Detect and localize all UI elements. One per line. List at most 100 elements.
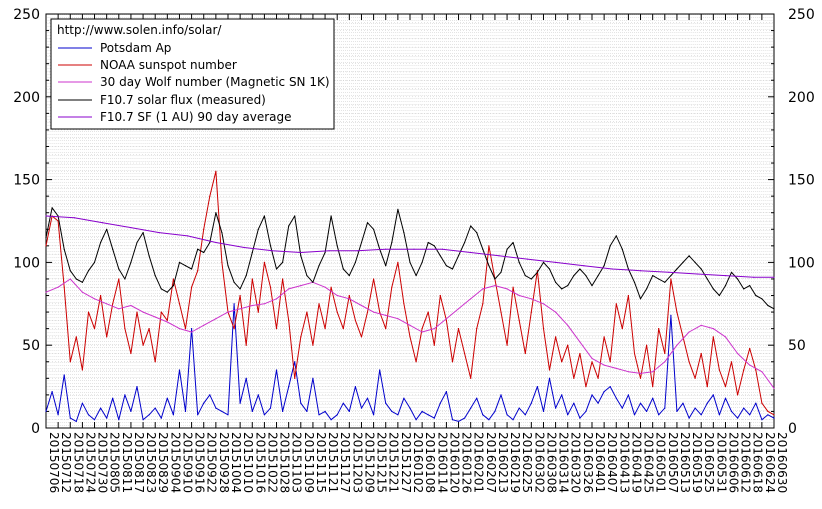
data-point-0 (621, 407, 623, 409)
data-point-2 (130, 304, 132, 307)
data-point-2 (506, 288, 508, 290)
data-point-3 (676, 268, 678, 270)
data-point-3 (160, 288, 162, 290)
data-point-3 (670, 275, 672, 277)
data-point-1 (318, 303, 320, 305)
data-point-3 (573, 275, 575, 277)
data-point-2 (106, 303, 108, 305)
data-point-1 (737, 394, 739, 396)
data-point-3 (488, 265, 490, 267)
data-point-1 (646, 344, 648, 346)
data-point-3 (203, 251, 205, 254)
x-tick-label: 20160326 (581, 432, 595, 493)
data-point-2 (603, 364, 605, 366)
x-tick-label: 20151227 (399, 432, 413, 493)
data-point-3 (561, 288, 563, 290)
data-point-1 (184, 328, 187, 330)
data-point-0 (360, 407, 363, 409)
data-point-1 (482, 303, 484, 305)
x-tick-label: 20150904 (168, 432, 182, 493)
x-tick-label: 20151215 (375, 432, 389, 493)
series-group (45, 170, 775, 422)
data-point-3 (627, 268, 630, 270)
data-point-1 (288, 319, 290, 321)
data-point-2 (336, 294, 338, 297)
data-point-4 (356, 250, 358, 252)
x-axis: 2015070620150712201507182015072420150730… (45, 14, 789, 493)
data-point-1 (451, 361, 454, 363)
data-point-2 (397, 318, 399, 320)
data-point-0 (306, 410, 308, 412)
data-point-0 (130, 410, 132, 412)
data-point-0 (227, 414, 229, 416)
data-point-1 (464, 352, 466, 355)
data-point-1 (166, 319, 168, 321)
data-point-1 (706, 386, 708, 388)
data-point-0 (700, 414, 702, 416)
data-point-3 (621, 248, 623, 250)
data-point-1 (694, 377, 696, 379)
x-tick-label: 20160219 (508, 432, 522, 493)
data-point-1 (366, 311, 369, 313)
data-point-1 (633, 352, 636, 355)
data-point-2 (652, 371, 654, 373)
data-point-1 (445, 319, 447, 321)
data-point-3 (112, 248, 114, 250)
data-point-2 (348, 298, 350, 300)
data-point-0 (166, 397, 168, 399)
data-point-1 (724, 386, 727, 388)
data-point-0 (118, 419, 120, 421)
data-point-1 (567, 344, 569, 346)
data-point-1 (354, 319, 356, 321)
data-point-0 (488, 419, 490, 421)
data-point-3 (166, 291, 168, 293)
data-point-0 (209, 394, 211, 396)
data-point-4 (668, 271, 670, 273)
data-point-4 (102, 222, 104, 224)
data-point-0 (312, 377, 314, 379)
data-point-0 (609, 386, 611, 388)
data-point-0 (178, 369, 181, 371)
data-point-0 (445, 391, 447, 393)
data-point-1 (112, 303, 114, 305)
data-point-0 (512, 419, 514, 421)
x-tick-label: 20160401 (593, 432, 607, 493)
data-point-1 (415, 361, 417, 363)
x-tick-label: 20160525 (702, 432, 716, 493)
y-axis-left: 0 50 100 150 200 250 (13, 7, 52, 437)
data-point-2 (215, 318, 217, 320)
data-point-4 (696, 273, 698, 275)
data-point-1 (118, 278, 120, 280)
data-point-0 (263, 414, 265, 416)
data-point-1 (251, 278, 253, 280)
data-point-3 (603, 265, 605, 267)
data-point-4 (73, 217, 75, 219)
y-axis-right: 0 50 100 150 200 250 (768, 7, 815, 437)
data-point-0 (154, 407, 156, 409)
data-point-0 (184, 410, 187, 412)
data-point-3 (658, 278, 660, 280)
data-point-4 (243, 246, 245, 249)
x-tick-label: 20151109 (302, 432, 316, 493)
x-tick-label: 20150706 (47, 432, 61, 493)
data-point-0 (494, 410, 496, 412)
x-tick-label: 20150730 (96, 432, 110, 493)
data-point-3 (397, 208, 399, 210)
data-point-2 (263, 303, 265, 305)
data-point-1 (488, 245, 490, 247)
x-tick-label: 20150928 (217, 432, 231, 493)
data-point-0 (197, 414, 199, 416)
x-tick-label: 20160126 (460, 432, 474, 493)
data-point-3 (142, 232, 144, 234)
data-point-1 (106, 336, 108, 338)
data-point-1 (506, 344, 508, 346)
data-point-3 (294, 215, 296, 217)
data-point-0 (439, 402, 441, 404)
data-point-0 (257, 394, 259, 396)
data-point-0 (579, 417, 581, 419)
data-point-0 (348, 410, 350, 412)
data-point-3 (93, 261, 96, 263)
x-tick-label: 20160513 (678, 432, 692, 493)
x-tick-label: 20160413 (617, 432, 631, 493)
data-point-1 (373, 278, 375, 280)
